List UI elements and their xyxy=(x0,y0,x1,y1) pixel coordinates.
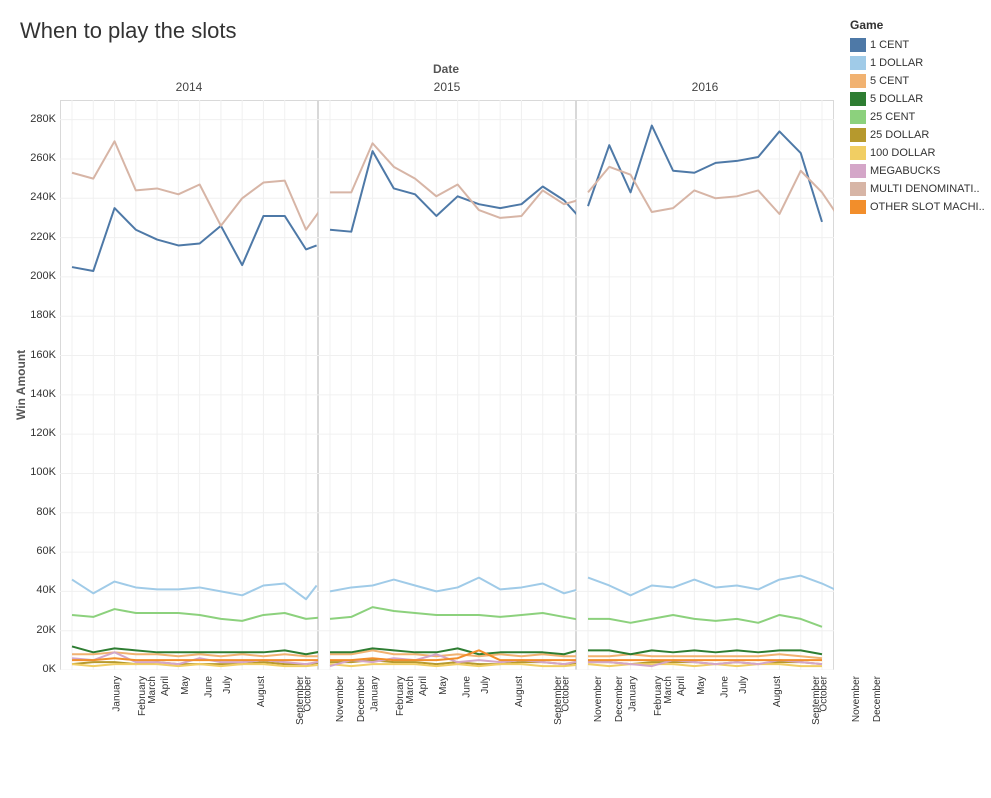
x-tick-label: August xyxy=(256,676,267,707)
panel-svg xyxy=(576,100,834,670)
y-tick-label: 120K xyxy=(20,427,56,439)
legend-item-label: 5 DOLLAR xyxy=(870,93,923,105)
x-tick-label: March xyxy=(146,676,157,704)
series-line[interactable] xyxy=(72,208,317,271)
legend-item-label: 25 CENT xyxy=(870,111,915,123)
x-tick-label: November xyxy=(593,676,604,722)
x-tick-label: December xyxy=(872,676,883,722)
legend-item[interactable]: 100 DOLLAR xyxy=(850,144,985,162)
y-tick-label: 280K xyxy=(20,113,56,125)
panel-year-label: 2014 xyxy=(60,80,318,94)
legend-item[interactable]: 25 CENT xyxy=(850,108,985,126)
series-line[interactable] xyxy=(330,607,576,621)
legend-item-label: MEGABUCKS xyxy=(870,165,940,177)
x-tick-label: March xyxy=(662,676,673,704)
series-line[interactable] xyxy=(588,615,822,627)
legend-item-label: OTHER SLOT MACHI.. xyxy=(870,201,985,213)
x-tick-label: July xyxy=(737,676,748,694)
legend-swatch xyxy=(850,92,866,106)
legend-swatch xyxy=(850,38,866,52)
y-tick-label: 180K xyxy=(20,309,56,321)
series-line[interactable] xyxy=(72,609,318,621)
legend-swatch xyxy=(850,110,866,124)
legend-item[interactable]: 1 DOLLAR xyxy=(850,54,985,72)
series-line[interactable] xyxy=(330,664,576,666)
y-tick-label: 100K xyxy=(20,466,56,478)
legend-item[interactable]: MULTI DENOMINATI.. xyxy=(850,180,985,198)
y-tick-label: 220K xyxy=(20,231,56,243)
legend-item[interactable]: MEGABUCKS xyxy=(850,162,985,180)
series-line[interactable] xyxy=(330,143,576,218)
x-tick-label: January xyxy=(112,676,123,712)
y-tick-label: 200K xyxy=(20,270,56,282)
series-line[interactable] xyxy=(588,576,834,596)
legend-item-label: 1 DOLLAR xyxy=(870,57,923,69)
x-tick-label: June xyxy=(204,676,215,698)
x-tick-label: October xyxy=(303,676,314,712)
legend-swatch xyxy=(850,164,866,178)
x-tick-label: October xyxy=(819,676,830,712)
panel-svg xyxy=(60,100,318,670)
x-tick-label: July xyxy=(479,676,490,694)
x-tick-label: November xyxy=(851,676,862,722)
legend-swatch xyxy=(850,146,866,160)
y-tick-label: 160K xyxy=(20,349,56,361)
x-tick-label: April xyxy=(418,676,429,696)
legend-item[interactable]: 25 DOLLAR xyxy=(850,126,985,144)
y-tick-label: 0K xyxy=(20,663,56,675)
x-tick-label: December xyxy=(356,676,367,722)
legend-item[interactable]: 5 CENT xyxy=(850,72,985,90)
series-line[interactable] xyxy=(330,151,576,232)
legend-swatch xyxy=(850,200,866,214)
x-tick-label: April xyxy=(160,676,171,696)
y-tick-label: 240K xyxy=(20,191,56,203)
panel-year-label: 2015 xyxy=(318,80,576,94)
x-tick-label: March xyxy=(404,676,415,704)
legend-item[interactable]: 5 DOLLAR xyxy=(850,90,985,108)
x-tick-label: June xyxy=(462,676,473,698)
series-line[interactable] xyxy=(588,654,822,658)
legend-item-label: MULTI DENOMINATI.. xyxy=(870,183,980,195)
x-tick-label: August xyxy=(514,676,525,707)
legend-title[interactable]: Game xyxy=(850,18,985,32)
legend-item[interactable]: 1 CENT xyxy=(850,36,985,54)
legend-swatch xyxy=(850,56,866,70)
y-tick-label: 40K xyxy=(20,584,56,596)
legend-item-label: 5 CENT xyxy=(870,75,909,87)
x-tick-label: May xyxy=(438,676,449,695)
legend-item-label: 25 DOLLAR xyxy=(870,129,929,141)
legend-swatch xyxy=(850,74,866,88)
page-title: When to play the slots xyxy=(20,18,236,44)
series-line[interactable] xyxy=(588,650,822,654)
x-tick-label: June xyxy=(720,676,731,698)
legend-item[interactable]: OTHER SLOT MACHI.. xyxy=(850,198,985,216)
x-tick-label: December xyxy=(614,676,625,722)
legend-swatch xyxy=(850,182,866,196)
series-line[interactable] xyxy=(588,167,834,224)
panel-svg xyxy=(318,100,576,670)
y-tick-label: 20K xyxy=(20,624,56,636)
x-tick-label: April xyxy=(676,676,687,696)
x-tick-label: May xyxy=(180,676,191,695)
legend: Game 1 CENT 1 DOLLAR 5 CENT 5 DOLLAR 25 CENT… xyxy=(850,18,985,216)
legend-swatch xyxy=(850,128,866,142)
y-tick-label: 60K xyxy=(20,545,56,557)
x-tick-label: October xyxy=(561,676,572,712)
x-tick-label: January xyxy=(628,676,639,712)
x-tick-label: November xyxy=(335,676,346,722)
y-tick-label: 140K xyxy=(20,388,56,400)
x-tick-label: January xyxy=(370,676,381,712)
series-line[interactable] xyxy=(588,126,822,222)
y-tick-label: 80K xyxy=(20,506,56,518)
series-line[interactable] xyxy=(72,580,317,600)
x-axis-title: Date xyxy=(433,62,459,76)
x-tick-label: July xyxy=(221,676,232,694)
x-tick-label: August xyxy=(772,676,783,707)
panel-year-label: 2016 xyxy=(576,80,834,94)
legend-item-label: 100 DOLLAR xyxy=(870,147,935,159)
x-tick-label: May xyxy=(696,676,707,695)
legend-item-label: 1 CENT xyxy=(870,39,909,51)
y-tick-label: 260K xyxy=(20,152,56,164)
